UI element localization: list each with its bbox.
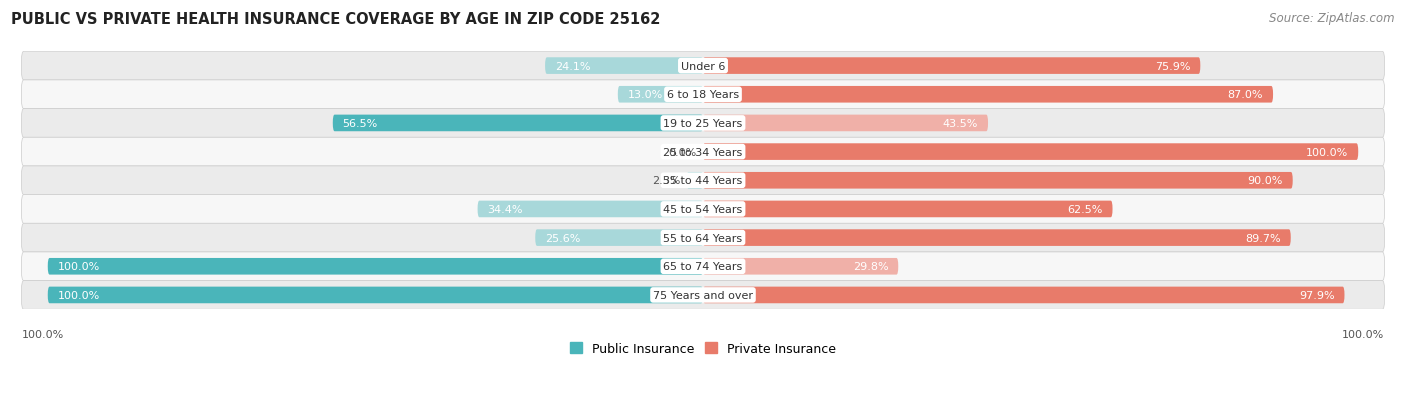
FancyBboxPatch shape [48,259,703,275]
Text: 97.9%: 97.9% [1299,290,1334,300]
Text: 56.5%: 56.5% [343,119,378,128]
Text: 100.0%: 100.0% [58,290,100,300]
Text: Source: ZipAtlas.com: Source: ZipAtlas.com [1270,12,1395,25]
FancyBboxPatch shape [617,87,703,103]
Text: 24.1%: 24.1% [555,62,591,71]
Text: PUBLIC VS PRIVATE HEALTH INSURANCE COVERAGE BY AGE IN ZIP CODE 25162: PUBLIC VS PRIVATE HEALTH INSURANCE COVER… [11,12,661,27]
FancyBboxPatch shape [703,115,988,132]
FancyBboxPatch shape [48,287,703,304]
Text: 65 to 74 Years: 65 to 74 Years [664,262,742,272]
FancyBboxPatch shape [703,287,1344,304]
Text: 100.0%: 100.0% [1306,147,1348,157]
Text: 19 to 25 Years: 19 to 25 Years [664,119,742,128]
Text: 75.9%: 75.9% [1154,62,1191,71]
FancyBboxPatch shape [21,224,1385,252]
Text: 43.5%: 43.5% [943,119,979,128]
Text: 35 to 44 Years: 35 to 44 Years [664,176,742,186]
FancyBboxPatch shape [536,230,703,246]
FancyBboxPatch shape [703,144,1358,161]
FancyBboxPatch shape [21,138,1385,166]
FancyBboxPatch shape [21,52,1385,81]
FancyBboxPatch shape [21,281,1385,309]
FancyBboxPatch shape [703,87,1272,103]
Text: 62.5%: 62.5% [1067,204,1102,214]
Text: 100.0%: 100.0% [58,262,100,272]
Text: 89.7%: 89.7% [1246,233,1281,243]
Text: 75 Years and over: 75 Years and over [652,290,754,300]
FancyBboxPatch shape [478,201,703,218]
FancyBboxPatch shape [703,230,1291,246]
FancyBboxPatch shape [703,201,1112,218]
FancyBboxPatch shape [703,58,1201,75]
FancyBboxPatch shape [546,58,703,75]
FancyBboxPatch shape [333,115,703,132]
FancyBboxPatch shape [703,259,898,275]
Legend: Public Insurance, Private Insurance: Public Insurance, Private Insurance [565,337,841,360]
FancyBboxPatch shape [703,173,1292,189]
FancyBboxPatch shape [21,166,1385,195]
Text: 34.4%: 34.4% [488,204,523,214]
FancyBboxPatch shape [686,173,703,189]
Text: 55 to 64 Years: 55 to 64 Years [664,233,742,243]
Text: Under 6: Under 6 [681,62,725,71]
Text: 100.0%: 100.0% [1343,330,1385,339]
FancyBboxPatch shape [21,195,1385,224]
Text: 25 to 34 Years: 25 to 34 Years [664,147,742,157]
Text: 29.8%: 29.8% [853,262,889,272]
Text: 45 to 54 Years: 45 to 54 Years [664,204,742,214]
FancyBboxPatch shape [21,109,1385,138]
Text: 6 to 18 Years: 6 to 18 Years [666,90,740,100]
Text: 13.0%: 13.0% [627,90,662,100]
FancyBboxPatch shape [21,252,1385,281]
Text: 0.0%: 0.0% [668,147,696,157]
Text: 25.6%: 25.6% [546,233,581,243]
Text: 87.0%: 87.0% [1227,90,1263,100]
Text: 100.0%: 100.0% [21,330,63,339]
Text: 90.0%: 90.0% [1247,176,1282,186]
FancyBboxPatch shape [21,81,1385,109]
Text: 2.5%: 2.5% [652,176,681,186]
